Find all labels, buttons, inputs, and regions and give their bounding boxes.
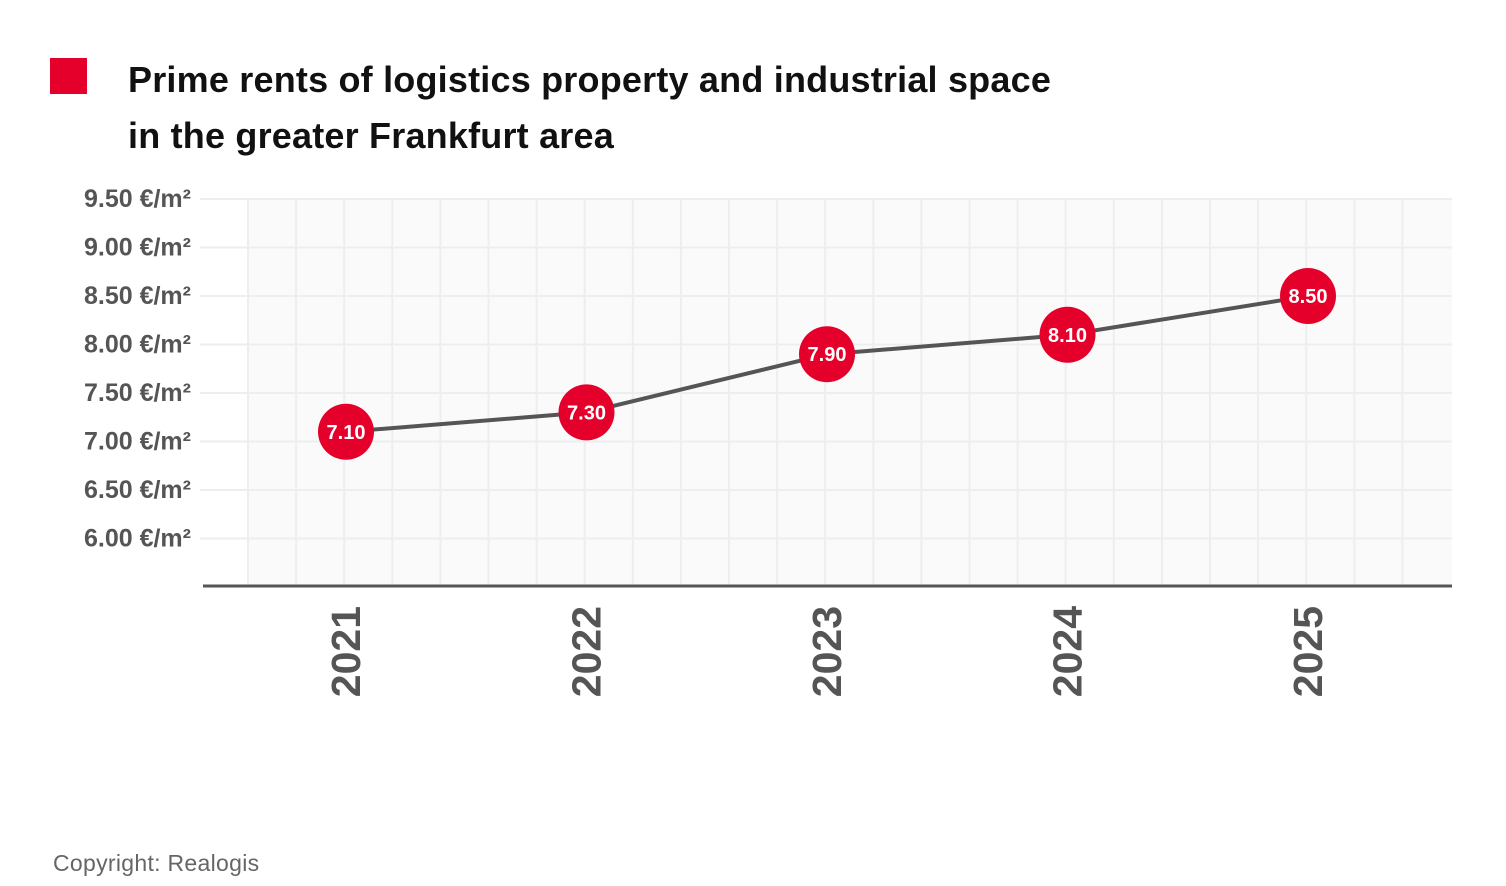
copyright-note: Copyright: Realogis bbox=[53, 850, 260, 876]
data-label: 8.10 bbox=[1048, 325, 1087, 347]
data-label: 7.90 bbox=[808, 344, 847, 366]
x-tick-label: 2023 bbox=[804, 606, 850, 697]
grid-lines bbox=[200, 198, 1452, 586]
legend-marker bbox=[50, 58, 87, 94]
y-tick-label: 9.50 €/m² bbox=[84, 185, 191, 213]
data-points: 7.10 7.30 7.90 8.10 8.50 bbox=[318, 268, 1336, 460]
chart-title-line-2: in the greater Frankfurt area bbox=[128, 115, 614, 156]
y-tick-label: 7.50 €/m² bbox=[84, 379, 191, 407]
x-tick-label: 2021 bbox=[323, 606, 369, 697]
data-point-marker bbox=[799, 326, 855, 383]
data-point-2024: 8.10 bbox=[1039, 306, 1096, 363]
y-tick-label: 8.50 €/m² bbox=[84, 282, 191, 310]
data-point-marker bbox=[1039, 306, 1096, 363]
x-tick-label: 2025 bbox=[1285, 606, 1331, 697]
data-label: 7.10 bbox=[327, 422, 366, 444]
chart-title: Prime rents of logistics property and in… bbox=[128, 52, 1051, 164]
data-point-marker bbox=[558, 384, 615, 441]
data-point-marker bbox=[1280, 268, 1336, 324]
y-tick-label: 7.00 €/m² bbox=[84, 428, 191, 456]
x-tick-label: 2024 bbox=[1045, 606, 1091, 697]
data-label: 8.50 bbox=[1289, 286, 1328, 308]
y-tick-label: 6.50 €/m² bbox=[84, 476, 191, 504]
y-tick-label: 8.00 €/m² bbox=[84, 331, 191, 359]
y-axis-tick-labels: 9.50 €/m² 9.00 €/m² 8.50 €/m² 8.00 €/m² 7.50… bbox=[84, 185, 191, 553]
x-tick-label: 2022 bbox=[564, 606, 610, 697]
y-tick-label: 6.00 €/m² bbox=[84, 525, 191, 553]
chart-title-line-1: Prime rents of logistics property and in… bbox=[128, 59, 1052, 100]
data-label: 7.30 bbox=[567, 402, 606, 424]
data-point-2022: 7.30 bbox=[558, 384, 615, 441]
y-tick-label: 9.00 €/m² bbox=[84, 234, 191, 262]
data-point-2023: 7.90 bbox=[799, 326, 855, 383]
data-point-2025: 8.50 bbox=[1280, 268, 1336, 324]
data-point-marker bbox=[318, 403, 374, 460]
data-point-2021: 7.10 bbox=[318, 403, 374, 460]
x-axis-tick-labels: 2021 2022 2023 2024 2025 bbox=[323, 606, 1331, 697]
